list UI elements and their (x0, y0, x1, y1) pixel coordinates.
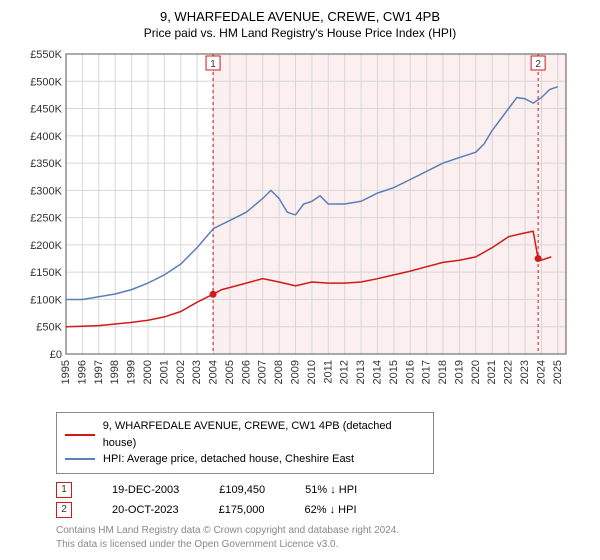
svg-text:2011: 2011 (322, 360, 334, 384)
marker-price: £175,000 (219, 504, 265, 516)
svg-text:£400K: £400K (30, 131, 62, 143)
svg-text:2001: 2001 (158, 360, 170, 384)
marker-date: 19-DEC-2003 (112, 484, 179, 496)
svg-text:£100K: £100K (30, 295, 62, 307)
svg-text:2012: 2012 (339, 360, 351, 384)
line-chart: £0 £50K £100K £150K £200K £250K £300K £350K £400… (20, 46, 580, 406)
svg-text:2008: 2008 (273, 360, 285, 384)
svg-text:£450K: £450K (30, 104, 62, 116)
marker-row: 2 20-OCT-2023 £175,000 62% ↓ HPI (56, 502, 600, 518)
svg-text:2014: 2014 (371, 360, 383, 384)
footer-line: Contains HM Land Registry data © Crown c… (56, 524, 600, 538)
chart-area: £0 £50K £100K £150K £200K £250K £300K £350K £400… (20, 46, 580, 406)
svg-text:2000: 2000 (142, 360, 154, 384)
svg-text:2013: 2013 (355, 360, 367, 384)
marker-pct: 62% ↓ HPI (305, 504, 357, 516)
svg-text:2023: 2023 (519, 360, 531, 384)
svg-text:2017: 2017 (421, 360, 433, 384)
footer: Contains HM Land Registry data © Crown c… (56, 524, 600, 552)
marker-date: 20-OCT-2023 (112, 504, 179, 516)
svg-text:2010: 2010 (306, 360, 318, 384)
chart-subtitle: Price paid vs. HM Land Registry's House … (0, 26, 600, 46)
svg-text:1998: 1998 (109, 360, 121, 384)
svg-text:2: 2 (535, 59, 541, 70)
svg-text:2003: 2003 (191, 360, 203, 384)
marker-price: £109,450 (219, 484, 265, 496)
marker-row: 1 19-DEC-2003 £109,450 51% ↓ HPI (56, 482, 600, 498)
svg-text:2004: 2004 (208, 360, 220, 384)
svg-text:2021: 2021 (486, 360, 498, 384)
svg-text:2018: 2018 (437, 360, 449, 384)
svg-text:£150K: £150K (30, 267, 62, 279)
legend-swatch (65, 434, 95, 436)
svg-text:1996: 1996 (76, 360, 88, 384)
svg-text:£300K: £300K (30, 186, 62, 198)
svg-text:1999: 1999 (126, 360, 138, 384)
svg-text:£550K: £550K (30, 49, 62, 61)
svg-text:2024: 2024 (535, 360, 547, 384)
svg-text:2005: 2005 (224, 360, 236, 384)
marker-badge: 2 (56, 502, 72, 518)
svg-text:1: 1 (210, 59, 216, 70)
svg-text:2020: 2020 (470, 360, 482, 384)
svg-text:1997: 1997 (93, 360, 105, 384)
legend-label: 9, WHARFEDALE AVENUE, CREWE, CW1 4PB (de… (103, 418, 425, 451)
chart-title: 9, WHARFEDALE AVENUE, CREWE, CW1 4PB (0, 0, 600, 26)
svg-text:2009: 2009 (290, 360, 302, 384)
footer-line: This data is licensed under the Open Gov… (56, 538, 600, 552)
svg-text:2016: 2016 (404, 360, 416, 384)
marker-pct: 51% ↓ HPI (305, 484, 357, 496)
legend: 9, WHARFEDALE AVENUE, CREWE, CW1 4PB (de… (56, 412, 434, 474)
svg-text:2006: 2006 (240, 360, 252, 384)
svg-text:£0: £0 (50, 349, 62, 361)
svg-text:£200K: £200K (30, 240, 62, 252)
svg-text:£250K: £250K (30, 213, 62, 225)
svg-text:2025: 2025 (552, 360, 564, 384)
svg-text:2007: 2007 (257, 360, 269, 384)
svg-text:2015: 2015 (388, 360, 400, 384)
svg-text:1995: 1995 (60, 360, 72, 384)
legend-item: 9, WHARFEDALE AVENUE, CREWE, CW1 4PB (de… (65, 418, 425, 451)
legend-item: HPI: Average price, detached house, Ches… (65, 451, 425, 468)
legend-label: HPI: Average price, detached house, Ches… (103, 451, 354, 468)
svg-text:2019: 2019 (453, 360, 465, 384)
svg-text:£500K: £500K (30, 76, 62, 88)
svg-text:£350K: £350K (30, 158, 62, 170)
marker-badge: 1 (56, 482, 72, 498)
svg-text:£50K: £50K (36, 322, 62, 334)
marker-table: 1 19-DEC-2003 £109,450 51% ↓ HPI 2 20-OC… (56, 482, 600, 518)
legend-swatch (65, 458, 95, 460)
svg-text:2022: 2022 (503, 360, 515, 384)
svg-text:2002: 2002 (175, 360, 187, 384)
